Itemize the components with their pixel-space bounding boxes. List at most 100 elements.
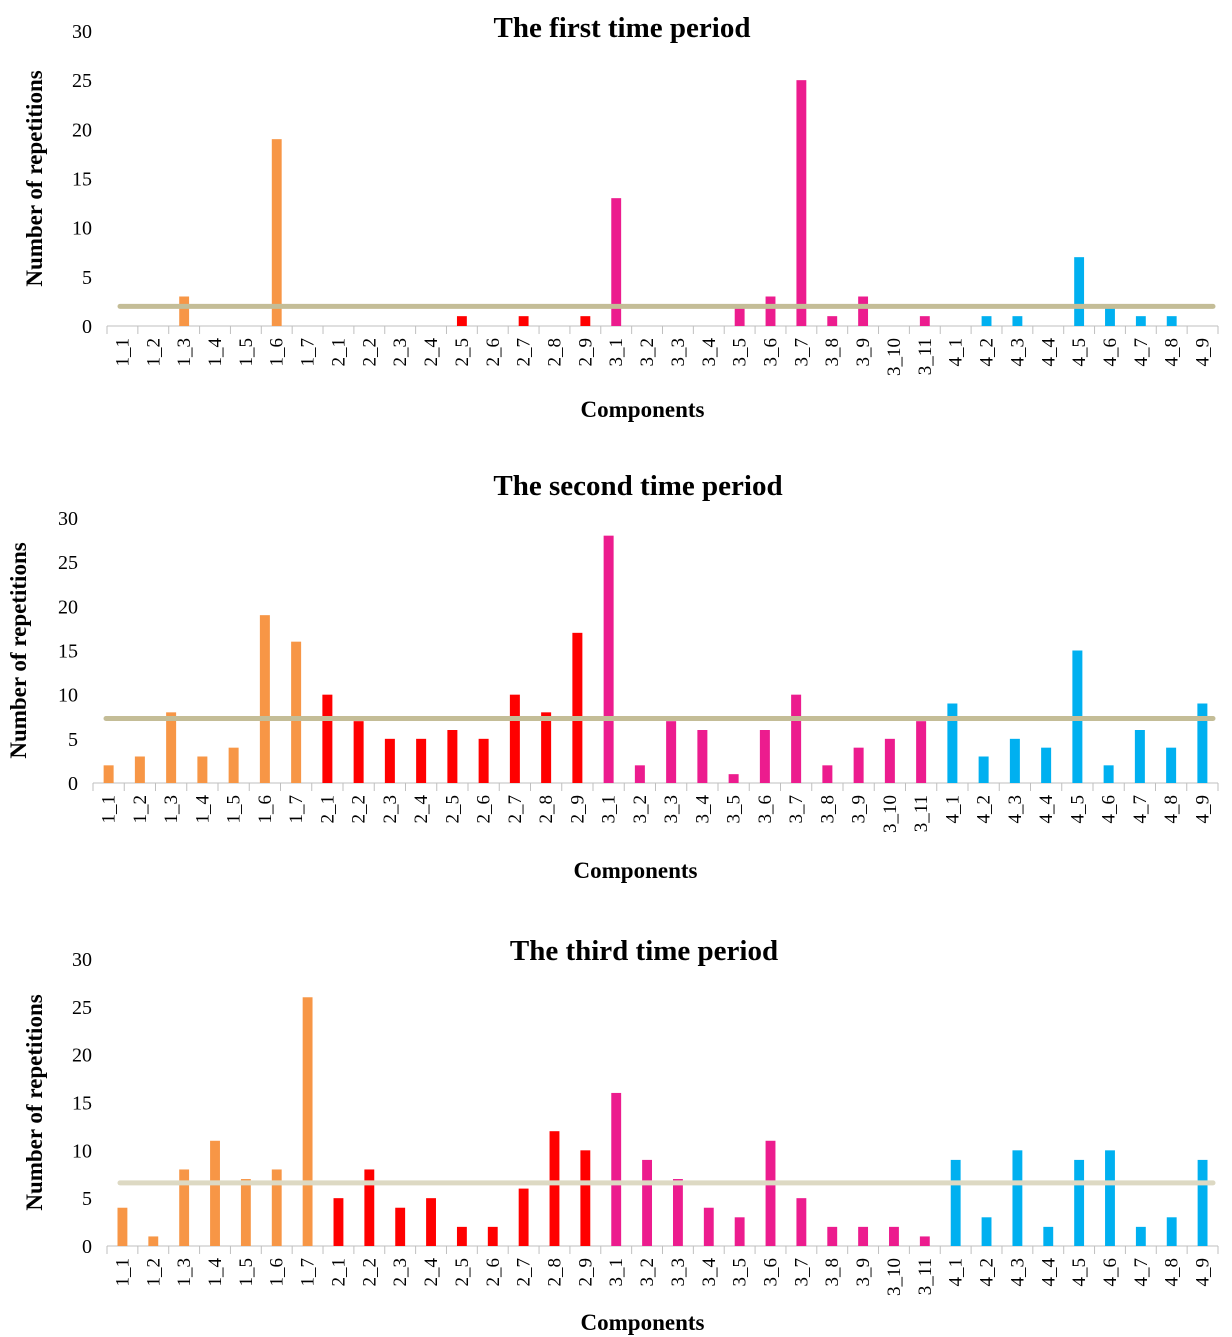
x-tick-label: 2_2 bbox=[359, 1258, 380, 1287]
bar-3_1 bbox=[611, 1092, 622, 1246]
bar-3_8 bbox=[827, 316, 838, 326]
bar-3_11 bbox=[916, 721, 927, 783]
bar-1_5 bbox=[240, 1179, 251, 1246]
x-tick-label: 4_3 bbox=[1005, 795, 1026, 824]
chart-title: The second time period bbox=[493, 470, 782, 502]
x-tick-label: 1_7 bbox=[286, 795, 307, 824]
x-tick-label: 4_8 bbox=[1162, 338, 1183, 367]
x-tick-label: 2_7 bbox=[505, 795, 526, 824]
y-tick-label: 0 bbox=[82, 316, 92, 338]
chart-panel-1: The first time period Number of repetitio… bbox=[22, 12, 1219, 422]
bar-3_8 bbox=[827, 1226, 838, 1246]
x-tick-label: 2_6 bbox=[474, 795, 495, 824]
x-tick-label: 4_9 bbox=[1193, 338, 1214, 367]
bar-1_6 bbox=[271, 1169, 282, 1246]
x-tick-label: 3_6 bbox=[761, 338, 782, 367]
y-axis-title: Number of repetitions bbox=[22, 994, 47, 1210]
x-tick-label: 4_6 bbox=[1099, 795, 1120, 824]
bar-3_6 bbox=[765, 1140, 776, 1246]
x-tick-label: 2_4 bbox=[421, 338, 442, 367]
x-tick-label: 3_3 bbox=[661, 795, 682, 824]
x-tick-label: 1_2 bbox=[143, 1258, 164, 1287]
x-tick-label: 3_4 bbox=[692, 795, 713, 824]
bar-1_3 bbox=[179, 296, 190, 326]
x-tick-label: 4_2 bbox=[977, 1258, 998, 1287]
x-tick-label: 1_6 bbox=[267, 1258, 288, 1287]
y-tick-label: 20 bbox=[58, 596, 78, 618]
y-tick-label: 25 bbox=[72, 70, 92, 92]
y-tick-label: 5 bbox=[82, 1188, 92, 1210]
bar-4_9 bbox=[1197, 1159, 1208, 1246]
bar-1_1 bbox=[103, 765, 114, 783]
x-tick-label: 4_4 bbox=[1038, 338, 1059, 367]
x-tick-label: 3_2 bbox=[637, 338, 658, 367]
y-axis-title: Number of repetitions bbox=[6, 542, 31, 758]
bar-3_11 bbox=[919, 316, 930, 326]
bar-1_4 bbox=[197, 756, 208, 783]
bar-1_3 bbox=[179, 1169, 190, 1246]
bar-1_2 bbox=[148, 1236, 159, 1246]
bar-4_8 bbox=[1166, 316, 1177, 326]
x-tick-label: 4_8 bbox=[1162, 1258, 1183, 1287]
bar-2_6 bbox=[478, 738, 489, 783]
x-tick-label: 1_4 bbox=[205, 1258, 226, 1287]
bar-2_7 bbox=[518, 1188, 529, 1246]
x-tick-label: 4_1 bbox=[946, 1258, 967, 1287]
bar-3_6 bbox=[765, 296, 776, 326]
x-tick-label: 3_4 bbox=[699, 1258, 720, 1287]
bar-2_5 bbox=[456, 1226, 467, 1246]
x-tick-label: 4_6 bbox=[1100, 338, 1121, 367]
x-tick-label: 4_9 bbox=[1192, 795, 1213, 824]
bar-1_1 bbox=[117, 1207, 128, 1246]
x-tick-label: 2_9 bbox=[567, 795, 588, 824]
bar-3_8 bbox=[822, 765, 833, 783]
x-tick-label: 1_1 bbox=[112, 1258, 133, 1287]
y-tick-label: 30 bbox=[72, 21, 92, 43]
x-axis-title: Components bbox=[581, 397, 705, 422]
x-tick-label: 2_3 bbox=[390, 1258, 411, 1287]
x-tick-label: 1_1 bbox=[112, 338, 133, 367]
bar-1_7 bbox=[302, 997, 313, 1246]
x-tick-label: 2_4 bbox=[411, 795, 432, 824]
x-tick-label: 2_3 bbox=[380, 795, 401, 824]
x-tick-label: 3_11 bbox=[915, 338, 936, 375]
bar-3_9 bbox=[853, 747, 864, 783]
x-tick-label: 3_5 bbox=[730, 338, 751, 367]
bar-2_1 bbox=[333, 1198, 344, 1246]
x-tick-label: 2_3 bbox=[390, 338, 411, 367]
y-tick-label: 15 bbox=[72, 1093, 92, 1115]
x-tick-label: 1_5 bbox=[236, 338, 257, 367]
bar-4_5 bbox=[1074, 257, 1085, 326]
x-tick-label: 1_5 bbox=[224, 795, 245, 824]
x-tick-label: 3_1 bbox=[606, 338, 627, 367]
bar-2_8 bbox=[541, 712, 552, 783]
bar-3_9 bbox=[858, 1226, 869, 1246]
x-tick-label: 4_8 bbox=[1161, 795, 1182, 824]
x-tick-label: 3_9 bbox=[849, 795, 870, 824]
x-tick-label: 3_6 bbox=[761, 1258, 782, 1287]
x-tick-label: 4_7 bbox=[1130, 795, 1151, 824]
bar-2_5 bbox=[456, 316, 467, 326]
bar-4_1 bbox=[950, 1159, 961, 1246]
y-tick-label: 0 bbox=[82, 1236, 92, 1258]
bar-4_4 bbox=[1041, 747, 1052, 783]
bar-2_7 bbox=[518, 316, 529, 326]
x-tick-label: 1_3 bbox=[174, 338, 195, 367]
bar-3_10 bbox=[884, 738, 895, 783]
bar-2_6 bbox=[487, 1226, 498, 1246]
x-tick-label: 4_2 bbox=[977, 338, 998, 367]
bar-3_5 bbox=[728, 774, 739, 783]
bar-3_5 bbox=[734, 1217, 745, 1246]
bar-3_2 bbox=[642, 1159, 653, 1246]
x-tick-label: 3_2 bbox=[630, 795, 651, 824]
bar-2_3 bbox=[395, 1207, 406, 1246]
bar-3_7 bbox=[796, 1198, 807, 1246]
bar-1_5 bbox=[228, 747, 239, 783]
x-tick-label: 3_11 bbox=[915, 1258, 936, 1295]
x-tick-label: 1_1 bbox=[99, 795, 120, 824]
x-tick-label: 2_5 bbox=[452, 338, 473, 367]
bar-2_1 bbox=[322, 694, 333, 783]
x-tick-label: 3_7 bbox=[791, 1258, 812, 1287]
bar-4_3 bbox=[1009, 738, 1020, 783]
